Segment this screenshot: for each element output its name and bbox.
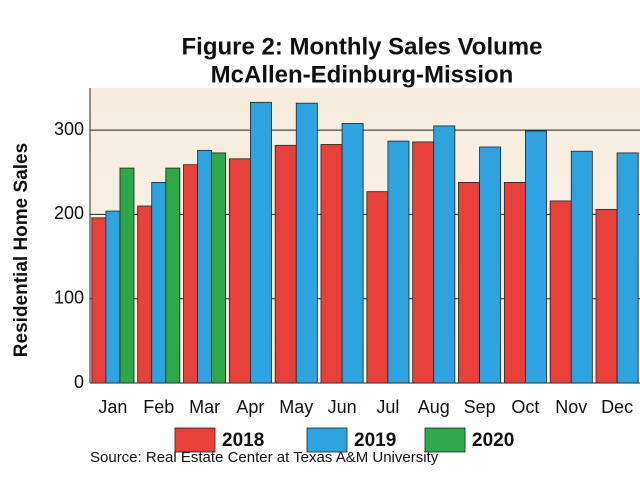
bar [595, 208, 618, 384]
bar [366, 191, 389, 384]
bar [91, 217, 107, 384]
x-tick-label: Nov [555, 397, 587, 417]
bar [458, 181, 480, 384]
bar [228, 158, 251, 384]
x-tick-label: Sep [464, 397, 496, 417]
bar [412, 141, 435, 384]
legend-swatch [424, 427, 466, 453]
chart-subtitle: McAllen-Edinburg-Mission [211, 61, 514, 88]
bar [137, 205, 153, 384]
legend-swatch [174, 427, 216, 453]
y-tick-label: 0 [74, 372, 84, 392]
legend-label: 2020 [472, 430, 514, 451]
x-tick-label: Oct [511, 397, 539, 417]
x-tick-label: Apr [236, 397, 264, 417]
bar [503, 181, 526, 384]
bar [320, 144, 343, 384]
source: Source: Real Estate Center at Texas A&M … [90, 449, 439, 466]
x-tick-label: Jun [328, 397, 357, 417]
y-tick-label: 300 [54, 119, 84, 139]
bar [105, 210, 121, 384]
bar [274, 144, 297, 384]
x-tick-label: Dec [601, 397, 633, 417]
bar [433, 125, 456, 384]
legend-label: 2019 [354, 430, 396, 451]
x-tick-label: Mar [189, 397, 220, 417]
x-tick-label: Jul [376, 397, 399, 417]
bar [183, 164, 198, 384]
y-tick-label: 100 [54, 287, 84, 307]
plot-area [90, 88, 640, 383]
bar [295, 102, 318, 384]
bar [341, 123, 364, 384]
bar [387, 140, 410, 384]
y-tick-label: 200 [54, 203, 84, 223]
bar [479, 146, 502, 384]
x-tick-label: Aug [418, 397, 450, 417]
chart-title: Figure 2: Monthly Sales Volume [182, 33, 543, 60]
bar [119, 167, 135, 384]
legend-swatch [306, 427, 348, 453]
bar [525, 130, 547, 384]
legend-label: 2018 [222, 430, 264, 451]
bar [165, 167, 181, 384]
bar [570, 150, 593, 384]
bar [616, 152, 639, 384]
x-tick-label: Feb [143, 397, 174, 417]
bar [197, 149, 213, 384]
y-axis-label: Residential Home Sales [11, 143, 32, 357]
x-tick-label: May [279, 397, 313, 417]
bar [211, 152, 227, 384]
x-tick-label: Jan [98, 397, 127, 417]
bar [549, 200, 572, 384]
bar [250, 101, 272, 384]
bar [151, 181, 167, 384]
